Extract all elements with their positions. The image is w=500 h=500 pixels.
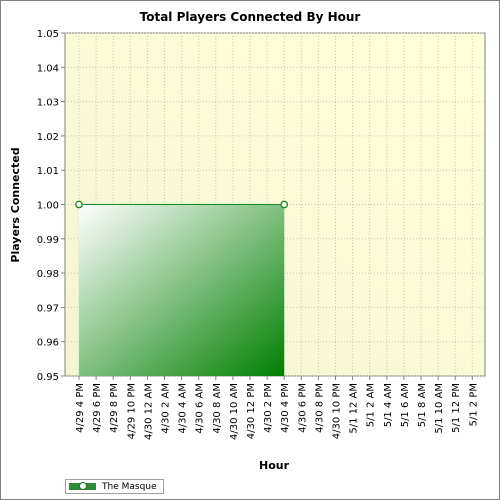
y-tick-label: 1.02 [37, 132, 59, 143]
x-tick-label: 5/1 10 AM [434, 383, 445, 434]
y-tick-label: 1.00 [37, 201, 59, 212]
y-tick-label: 1.05 [37, 29, 59, 40]
x-tick-label: 4/29 10 PM [126, 383, 137, 439]
series-layer [75, 200, 289, 376]
x-tick-label: 5/1 8 AM [417, 383, 428, 427]
y-tick-label: 0.96 [37, 338, 59, 349]
x-tick-label: 4/30 12 AM [143, 383, 154, 440]
x-tick-label: 4/30 8 PM [314, 383, 325, 433]
y-tick-label: 1.03 [37, 98, 59, 109]
y-tick-label: 0.95 [37, 372, 59, 383]
x-tick-label: 4/30 4 PM [280, 383, 291, 433]
x-tick-label: 4/30 4 AM [178, 383, 189, 434]
legend-label: The Masque [102, 481, 157, 492]
y-tick-label: 0.97 [37, 303, 59, 314]
legend: The Masque [65, 479, 164, 494]
y-tick-label: 1.04 [37, 63, 59, 74]
x-tick-label: 5/1 12 PM [451, 383, 462, 433]
y-tick-label: 0.99 [37, 235, 59, 246]
x-axis-label: Hour [259, 459, 290, 472]
x-tick-label: 4/30 6 PM [297, 383, 308, 433]
x-tick-label: 4/30 2 PM [263, 383, 274, 433]
series-area [79, 204, 285, 376]
x-tick-label: 4/30 10 AM [229, 383, 240, 440]
x-tick-label: 5/1 2 AM [366, 383, 377, 427]
x-tick-label: 4/29 4 PM [75, 383, 86, 433]
data-point [75, 200, 83, 209]
chart-title: Total Players Connected By Hour [140, 10, 361, 24]
y-axis-label: Players Connected [9, 147, 22, 262]
x-tick-label: 5/1 4 AM [383, 383, 394, 427]
x-tick-label: 4/29 8 PM [109, 383, 120, 433]
y-tick-label: 1.01 [37, 166, 59, 177]
x-axis-ticks: 4/29 4 PM 4/29 6 PM 4/29 8 PM 4/29 10 PM 4/3… [75, 376, 479, 440]
x-tick-label: 4/30 6 AM [195, 383, 206, 434]
y-axis-ticks: 0.95 0.96 0.97 0.98 0.99 1.00 1.01 1.02 1.03 1.04… [37, 29, 65, 383]
x-tick-label: 5/1 12 AM [349, 383, 360, 434]
x-tick-label: 5/1 2 PM [468, 383, 479, 426]
x-tick-label: 4/30 10 PM [332, 383, 343, 439]
legend-swatch-icon [69, 482, 96, 491]
x-tick-label: 4/29 6 PM [92, 383, 103, 433]
data-point [280, 200, 289, 209]
x-tick-label: 4/30 8 AM [212, 383, 223, 434]
x-tick-label: 4/30 2 AM [161, 383, 172, 434]
y-tick-label: 0.98 [37, 269, 59, 280]
x-tick-label: 5/1 6 AM [400, 383, 411, 427]
x-tick-label: 4/30 12 PM [246, 383, 257, 439]
